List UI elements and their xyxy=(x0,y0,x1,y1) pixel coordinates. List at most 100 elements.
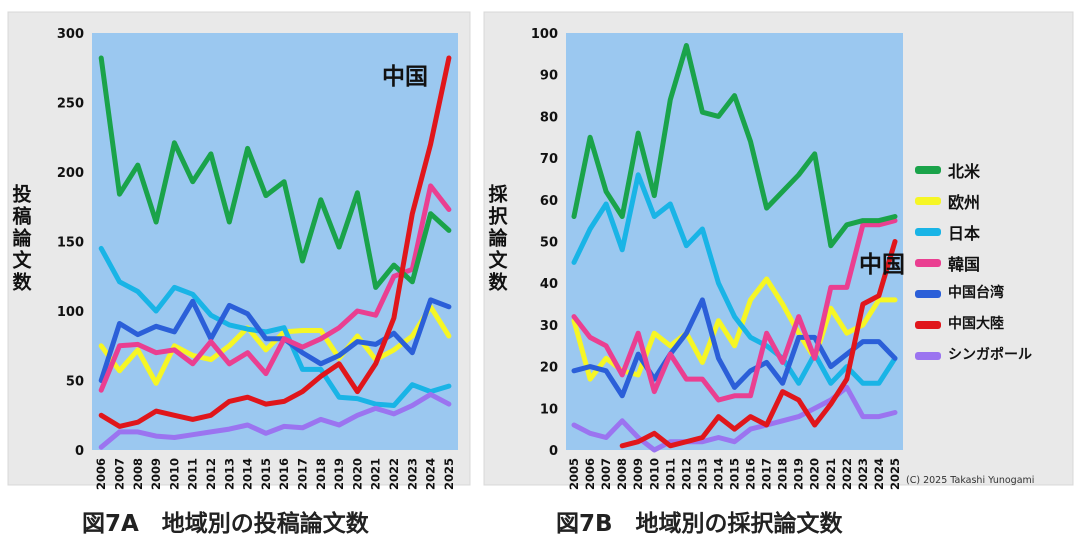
y-tick-label: 150 xyxy=(57,236,84,251)
legend-label: 韓国 xyxy=(948,255,981,274)
legend-item: 中国台湾 xyxy=(915,282,1075,313)
legend-label: 北米 xyxy=(948,162,981,181)
x-tick-label: 2016 xyxy=(744,458,758,490)
legend-swatch xyxy=(915,259,941,267)
x-tick-label: 2006 xyxy=(583,458,597,490)
y-tick-label: 50 xyxy=(540,236,558,251)
x-tick-label: 2014 xyxy=(711,458,725,490)
legend-label: シンガポール xyxy=(948,347,1032,363)
x-tick-label: 2008 xyxy=(615,458,629,490)
x-tick-label: 2006 xyxy=(94,458,108,490)
x-tick-label: 2005 xyxy=(567,458,581,490)
x-tick-label: 2019 xyxy=(792,458,806,490)
annotation-label: 中国 xyxy=(382,64,428,90)
legend-item: シンガポール xyxy=(915,344,1075,375)
legend-swatch xyxy=(915,290,941,298)
y-tick-label: 50 xyxy=(66,375,84,390)
series-line xyxy=(98,297,452,383)
x-tick-label: 2009 xyxy=(149,458,163,490)
y-tick-label: 100 xyxy=(531,27,558,42)
series-line xyxy=(571,43,898,249)
legend-swatch xyxy=(915,228,941,236)
legend-item: 中国大陸 xyxy=(915,313,1075,344)
series-line xyxy=(619,239,898,449)
y-tick-label: 30 xyxy=(540,319,558,334)
legend-swatch xyxy=(915,352,941,360)
plot-area xyxy=(92,33,458,450)
x-tick-label: 2024 xyxy=(424,458,438,490)
x-tick-label: 2025 xyxy=(888,458,902,490)
figure-title-b: 図7B 地域別の採択論文数 xyxy=(556,511,843,537)
legend-swatch xyxy=(915,321,941,329)
x-tick-label: 2013 xyxy=(695,458,709,490)
legend-item: 北米 xyxy=(915,158,1075,189)
chart-a: 0 50 100 150 200 250 300 2006 2007 2008 2009 2010 20… xyxy=(7,11,471,490)
legend-label: 日本 xyxy=(948,224,981,243)
x-tick-label: 2007 xyxy=(599,458,613,490)
legend-item: 韓国 xyxy=(915,251,1075,282)
figure-title-a: 図7A 地域別の投稿論文数 xyxy=(82,511,369,537)
series-line xyxy=(571,297,898,399)
x-tick-label: 2017 xyxy=(295,458,309,490)
series-line xyxy=(98,183,452,393)
y-tick-label: 20 xyxy=(540,361,558,376)
series-line xyxy=(98,55,452,429)
y-axis-label: 採択論文数 xyxy=(488,184,508,294)
x-tick-label: 2015 xyxy=(259,458,273,490)
legend-label: 中国大陸 xyxy=(948,316,1004,332)
x-tick-label: 2015 xyxy=(728,458,742,490)
x-tick-label: 2020 xyxy=(808,458,822,490)
series-line xyxy=(571,276,898,382)
y-tick-label: 10 xyxy=(540,402,558,417)
y-axis-label: 投稿論文数 xyxy=(12,183,32,294)
x-tick-label: 2013 xyxy=(222,458,236,490)
x-tick-label: 2012 xyxy=(679,458,693,490)
x-tick-label: 2021 xyxy=(824,458,838,490)
y-tick-label: 90 xyxy=(540,69,558,84)
legend-label: 欧州 xyxy=(948,193,981,212)
x-tick-label: 2018 xyxy=(776,458,790,490)
y-tick-label: 250 xyxy=(57,97,84,112)
y-tick-label: 200 xyxy=(57,166,84,181)
annotation-label: 中国 xyxy=(859,252,905,278)
x-tick-label: 2025 xyxy=(442,458,456,490)
x-tick-label: 2007 xyxy=(112,458,126,490)
series-line xyxy=(98,245,452,408)
y-tick-label: 70 xyxy=(540,152,558,167)
legend-label: 中国台湾 xyxy=(948,285,1004,301)
x-tick-label: 2024 xyxy=(872,458,886,490)
x-tick-label: 2011 xyxy=(663,458,677,490)
x-tick-label: 2017 xyxy=(760,458,774,490)
x-tick-label: 2021 xyxy=(369,458,383,490)
x-tick-label: 2016 xyxy=(277,458,291,490)
y-tick-label: 60 xyxy=(540,194,558,209)
x-tick-label: 2020 xyxy=(350,458,364,490)
y-tick-label: 80 xyxy=(540,110,558,125)
series-line xyxy=(98,55,452,290)
series-line xyxy=(571,218,898,403)
x-tick-label: 2014 xyxy=(241,458,255,490)
series-line xyxy=(571,172,898,386)
y-tick-label: 0 xyxy=(75,444,84,459)
series-line xyxy=(98,391,452,450)
x-tick-label: 2018 xyxy=(314,458,328,490)
x-tick-label: 2009 xyxy=(631,458,645,490)
x-tick-label: 2023 xyxy=(856,458,870,490)
x-tick-label: 2023 xyxy=(405,458,419,490)
x-tick-label: 2022 xyxy=(387,458,401,490)
y-tick-label: 40 xyxy=(540,277,558,292)
x-tick-label: 2012 xyxy=(204,458,218,490)
legend: 北米欧州日本韓国中国台湾中国大陸シンガポール xyxy=(915,158,1075,375)
y-tick-label: 100 xyxy=(57,305,84,320)
legend-swatch xyxy=(915,166,941,174)
x-tick-label: 2011 xyxy=(186,458,200,490)
x-tick-label: 2019 xyxy=(332,458,346,490)
legend-item: 日本 xyxy=(915,220,1075,251)
legend-item: 欧州 xyxy=(915,189,1075,220)
y-tick-label: 300 xyxy=(57,27,84,42)
copyright-note: (C) 2025 Takashi Yunogami xyxy=(906,475,1035,486)
x-tick-label: 2022 xyxy=(840,458,854,490)
legend-swatch xyxy=(915,197,941,205)
